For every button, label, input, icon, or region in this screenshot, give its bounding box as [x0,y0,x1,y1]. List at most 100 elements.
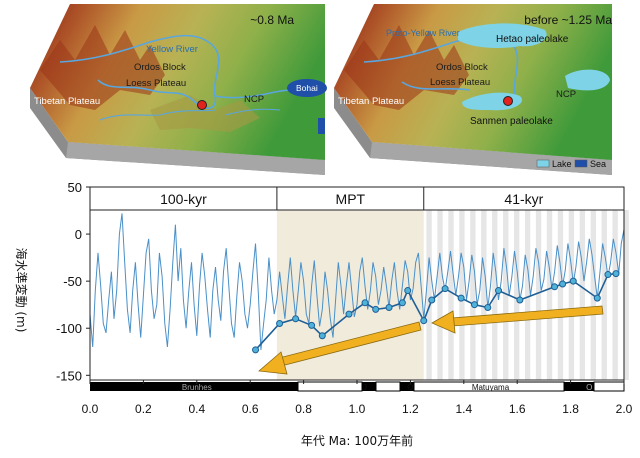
legend-sea-swatch [574,159,588,168]
x-tick-label: 1.6 [509,402,526,416]
lowstand-point [318,332,326,340]
x-tick-label: 1.2 [402,402,419,416]
map-right-label-ncp: NCP [556,89,576,100]
x-tick-label: 0.2 [135,402,152,416]
magneto-label-j: J [363,383,367,392]
map-right-label-tibetan: Tibetan Plateau [338,96,404,107]
lowstand-point [612,270,620,278]
lowstand-point [593,294,601,302]
x-tick-label: 2.0 [616,402,633,416]
map-left-label-ncp: NCP [244,94,264,105]
x-tick-label: 0.8 [295,402,312,416]
y-tick-label: -100 [56,321,82,336]
x-tick-label: 1.0 [349,402,366,416]
glacial-band [612,210,618,380]
lowstand-point [484,304,492,312]
lowstand-point [495,287,503,295]
map-right-age-label: before ~1.25 Ma [524,13,612,27]
lowstand-point [457,294,465,302]
map-left-site-marker [197,100,207,110]
map-right-front [370,142,612,175]
glacial-band [470,210,476,380]
magneto-label-o1: O [407,383,413,392]
legend-lake-label: Lake [552,159,572,169]
x-tick-label: 1.8 [562,402,579,416]
legend-sea-label: Sea [590,159,606,169]
regime-label-100kyr: 100-kyr [160,191,207,207]
magnetostratigraphy-bar [90,381,625,392]
x-axis-ticks: 0.0 0.2 0.4 0.6 0.8 1.0 1.2 1.4 1.6 1.8 2.0 [82,380,633,416]
map-right-site-marker [503,96,513,106]
map-left-front [66,142,325,175]
map-right: before ~1.25 Ma Proto-Yellow River Hetao… [334,4,612,175]
magneto-label-brunhes: Brunhes [182,383,212,392]
lowstand-point [308,321,316,329]
map-left-mountains [40,25,165,110]
sea-level-curve [89,213,625,350]
glacial-band [503,210,509,380]
y-axis-ticks: 50 0 -50 -100 -150 [56,180,90,383]
lowstand-point [361,299,369,307]
map-right-hetao-lake [458,23,547,48]
y-tick-label: 0 [75,227,82,242]
map-left-tributaries [99,108,281,121]
map-left-age-label: ~0.8 Ma [250,13,294,27]
map-right-label-loess: Loess Plateau [430,77,490,88]
lowstand-point [404,287,412,295]
regime-label-41kyr: 41-kyr [504,191,543,207]
regime-label-mpt: MPT [336,191,366,207]
lowstand-points [252,270,620,354]
y-tick-label: -50 [63,274,82,289]
magneto-label-o2: O [586,383,592,392]
lowstand-point [372,305,380,313]
x-axis-title: 年代 Ma: 100万年前 [301,433,413,448]
lowstand-point [292,315,300,323]
lowstand-point [398,299,406,307]
glacial-band [513,210,520,380]
map-right-lake-ne [565,69,610,91]
x-tick-label: 0.4 [188,402,205,416]
glacial-band [426,210,432,380]
map-left-bohai-sea [287,79,327,97]
glacial-band [448,210,454,380]
mpt-band [276,210,424,380]
glacial-band [601,210,607,380]
lowstand-point [252,346,260,354]
glacial-band [535,210,542,380]
glacial-band [557,210,564,380]
map-left-label-tibetan: Tibetan Plateau [34,96,100,107]
glacial-band [437,210,443,380]
lowstand-point [276,320,284,328]
map-right-label-hetao: Hetao paleolake [496,34,569,45]
glacial-band [546,210,553,380]
trend-arrow-mpt [258,321,422,375]
map-right-label-sanmen: Sanmen paleolake [470,116,553,127]
map-right-label-ordos: Ordos Block [436,62,488,73]
legend-lake-swatch [536,159,550,168]
glacial-band [524,210,531,380]
lowstand-point [428,296,436,304]
x-tick-label: 0.0 [82,402,99,416]
glacial-band [481,210,487,380]
map-right-label-proto-yellow: Proto-Yellow River [386,28,460,38]
y-tick-label: -150 [56,368,82,383]
map-left: ~0.8 Ma Yellow River Ordos Block Loess P… [30,4,327,175]
lowstand-point [345,310,353,318]
map-left-sea-edge [318,118,325,134]
lowstand-point [559,280,567,288]
glacial-band [623,210,629,380]
y-tick-label: 50 [68,180,82,195]
x-tick-label: 0.6 [242,402,259,416]
sea-level-chart: 100-kyr MPT 41-kyr Brunhes J O [14,180,633,448]
lowstand-point [569,277,577,285]
lowstand-point [420,317,428,325]
lowstand-point [441,285,449,293]
magneto-label-matuyama: Matuyama [472,383,510,392]
lowstand-point [385,304,393,312]
lowstand-point [604,271,612,279]
map-left-label-ordos: Ordos Block [134,62,186,73]
y-axis-title: 海水準変動 (m) [14,248,29,333]
map-left-label-bohai: Bohai [296,83,318,93]
trend-arrow-41kyr [431,305,604,334]
